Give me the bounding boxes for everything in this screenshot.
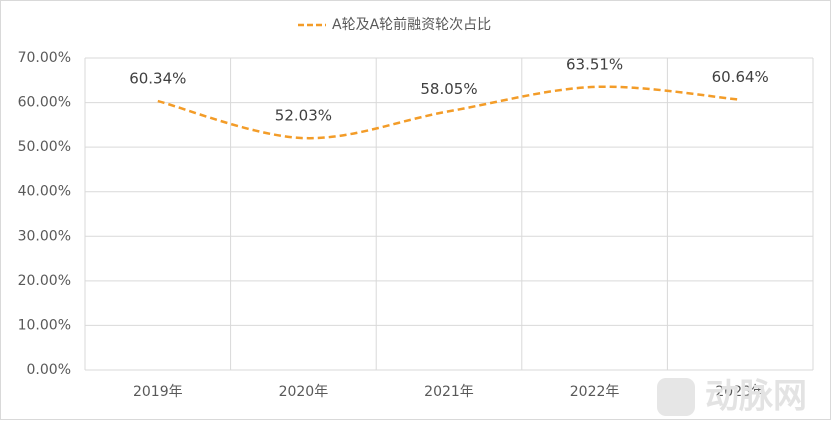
y-tick-label: 60.00% [18, 95, 71, 111]
x-tick-label: 2023年 [715, 384, 765, 400]
y-tick-label: 40.00% [18, 184, 71, 200]
x-tick-label: 2019年 [133, 384, 183, 400]
y-tick-label: 20.00% [18, 273, 71, 289]
legend-label: A轮及A轮前融资轮次占比 [332, 16, 491, 33]
data-label: 58.05% [420, 80, 477, 98]
data-label: 60.34% [129, 70, 186, 88]
x-tick-label: 2022年 [570, 384, 620, 400]
data-label: 60.64% [712, 68, 769, 86]
x-tick-label: 2020年 [279, 384, 329, 400]
line [157, 85, 741, 140]
x-tick-label: 2021年 [424, 384, 474, 400]
watermark: 动脉网 [705, 377, 807, 417]
y-tick-label: 10.00% [18, 317, 71, 333]
data-label: 52.03% [275, 107, 332, 125]
y-tick-label: 50.00% [18, 139, 71, 155]
watermark-logo [657, 378, 695, 416]
y-tick-label: 0.00% [27, 362, 71, 378]
y-tick-label: 30.00% [18, 228, 71, 244]
data-label: 63.51% [566, 55, 623, 73]
y-tick-label: 70.00% [18, 50, 71, 66]
